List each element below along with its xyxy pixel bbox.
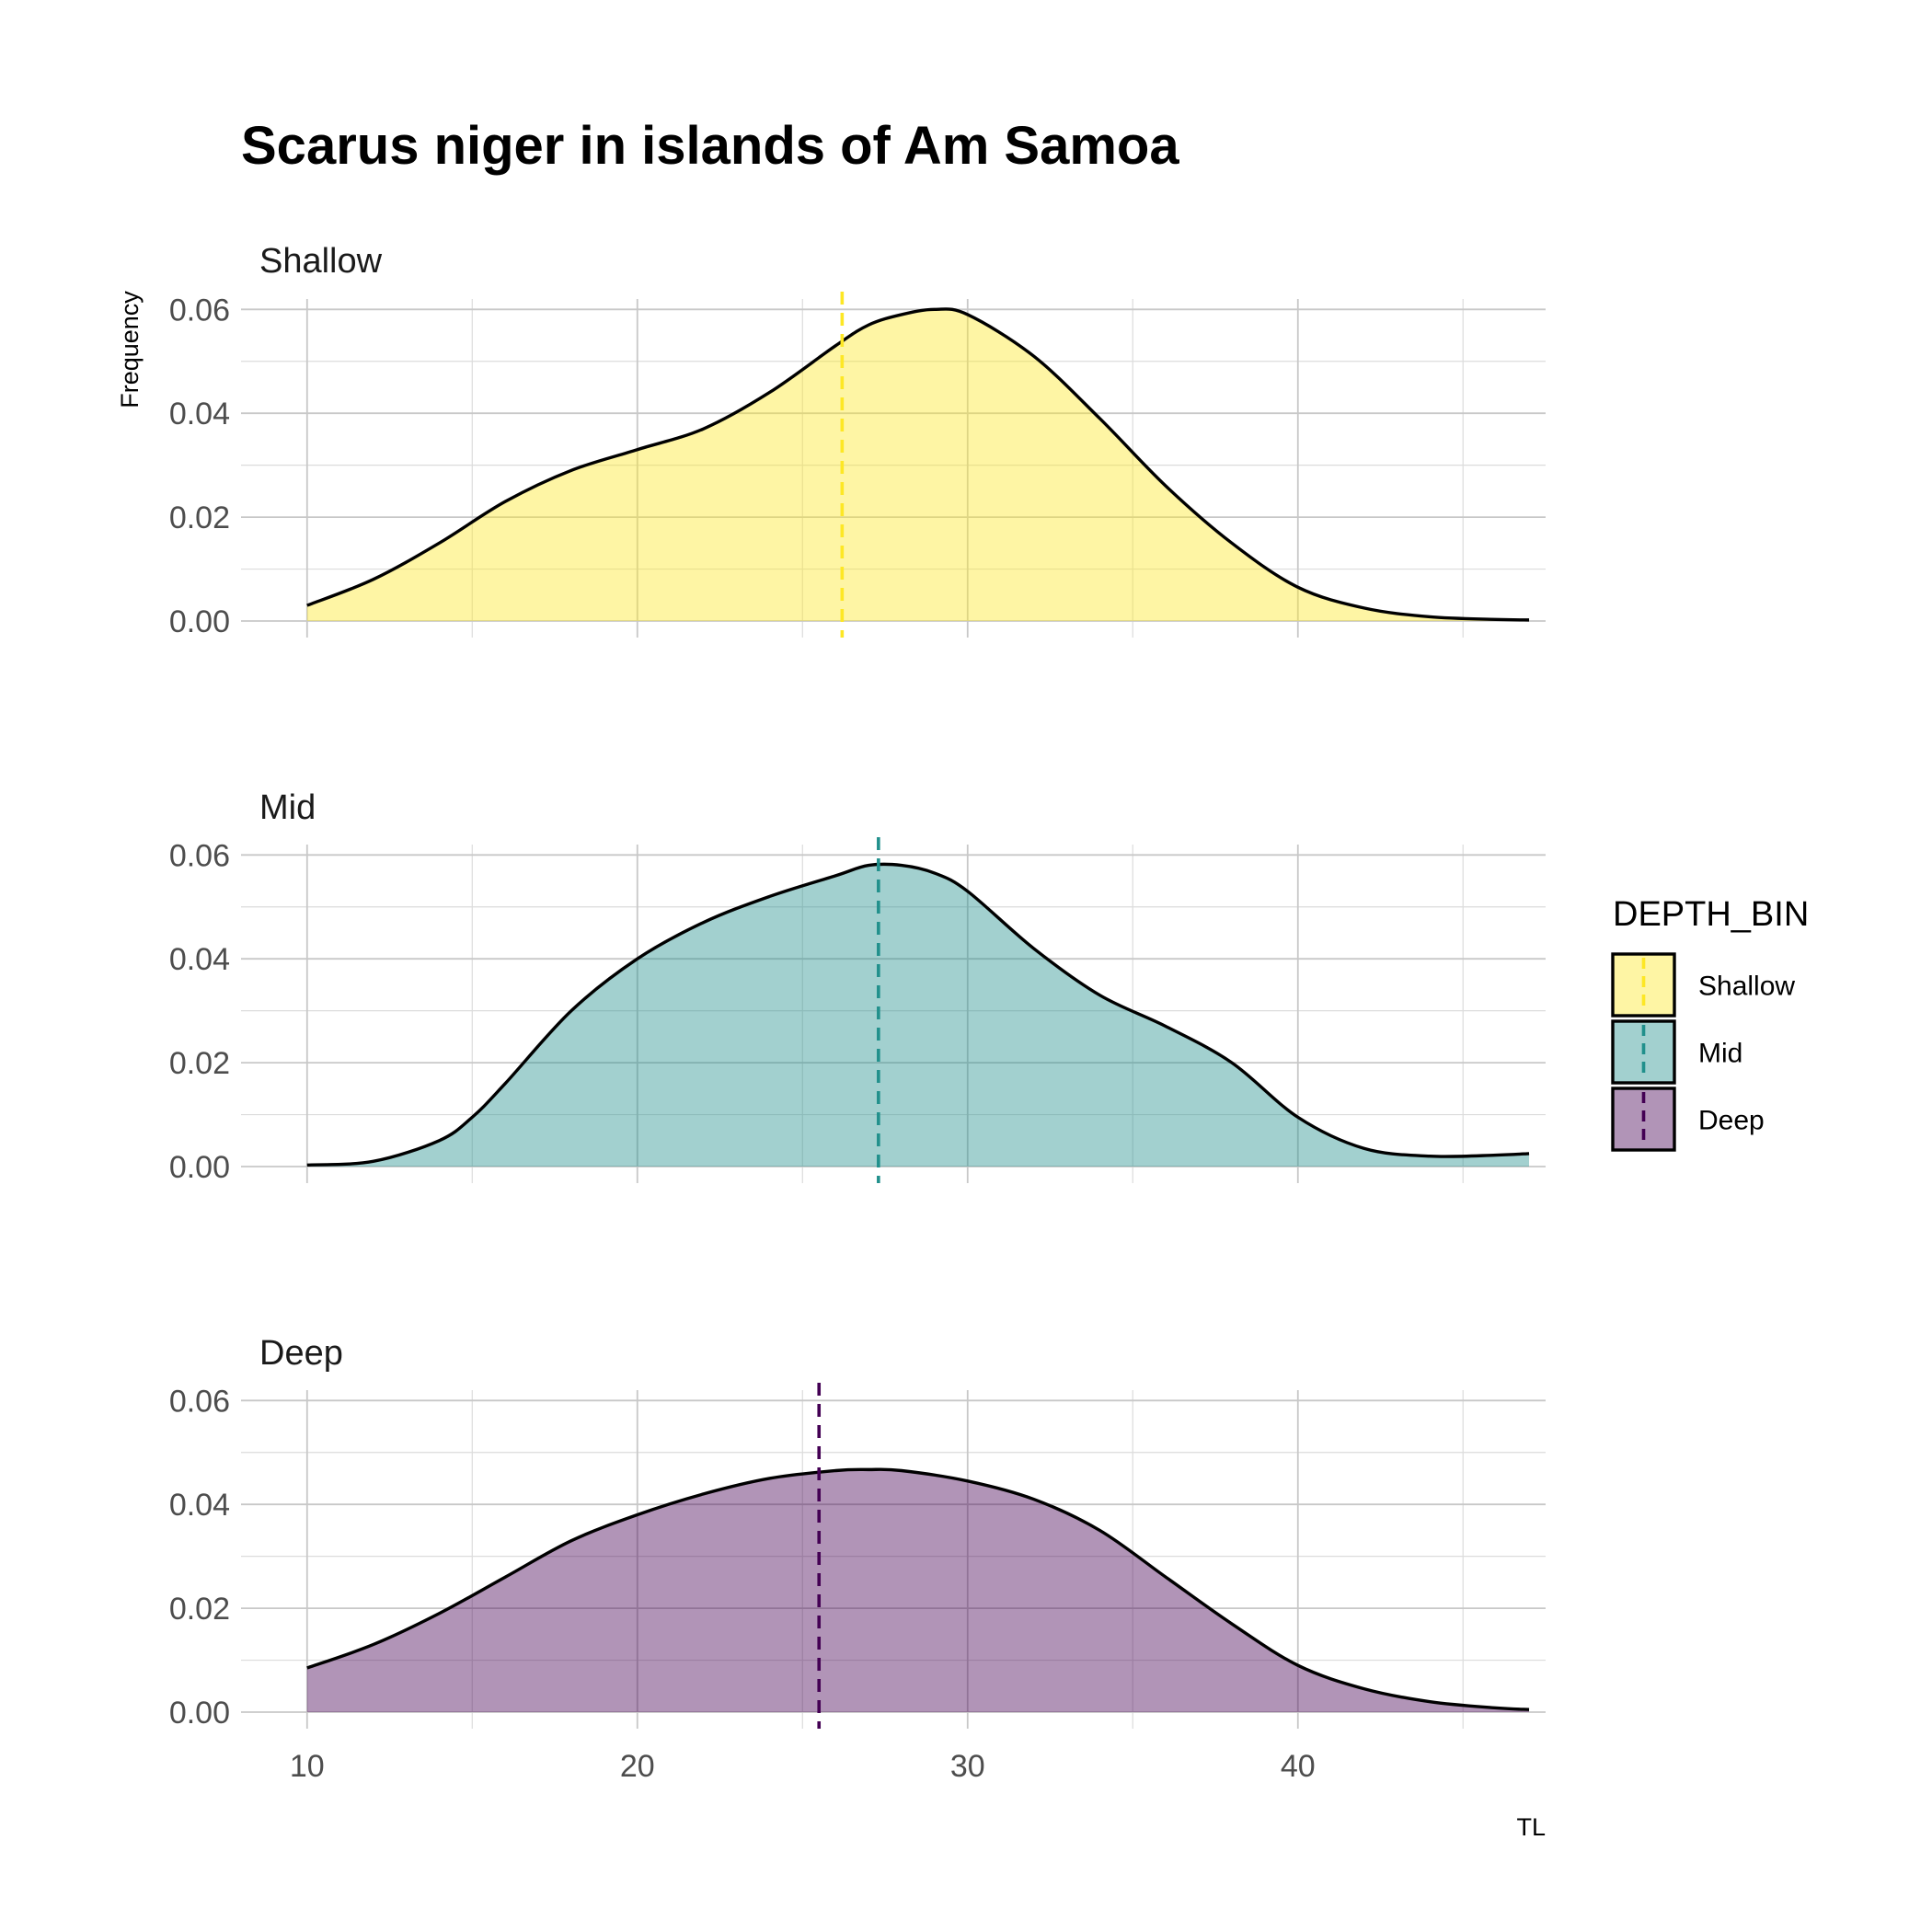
density-line-shallow (306, 307, 1530, 622)
density-line-mid (306, 862, 1530, 1167)
legend-label-mid: Mid (1698, 1039, 1742, 1069)
y-tick-label: 0.06 (169, 293, 230, 328)
x-tick-label: 20 (620, 1749, 655, 1784)
facet-shallow: Shallow 0.00 0.02 0.04 0.06 (169, 242, 1546, 639)
y-tick-label: 0.04 (169, 1488, 230, 1523)
y-axis-title: Frequency (116, 291, 144, 408)
density-area-shallow (306, 308, 1530, 621)
legend-title: DEPTH_BIN (1613, 895, 1809, 934)
density-area-mid (306, 864, 1530, 1167)
facet-label-mid: Mid (259, 788, 316, 827)
legend-item-mid: Mid (1611, 1019, 1742, 1085)
density-line-deep (306, 1467, 1530, 1711)
facet-label-shallow: Shallow (259, 242, 383, 281)
legend-label-deep: Deep (1698, 1106, 1765, 1136)
facet-panels: Shallow 0.00 0.02 0.04 0.06 Mid 0.00 0.02 0.04 0.… (169, 242, 1546, 1784)
y-tick-label: 0.00 (169, 1150, 230, 1185)
facet-label-deep: Deep (259, 1334, 343, 1373)
y-tick-label: 0.00 (169, 1696, 230, 1731)
density-area-deep (306, 1469, 1530, 1712)
y-tick-label: 0.04 (169, 942, 230, 977)
y-tick-label: 0.06 (169, 1384, 230, 1419)
x-tick-label: 40 (1281, 1749, 1316, 1784)
chart-title: Scarus niger in islands of Am Samoa (241, 116, 1179, 176)
legend-item-shallow: Shallow (1611, 952, 1795, 1018)
legend-item-deep: Deep (1611, 1087, 1765, 1152)
x-tick-label: 10 (290, 1749, 325, 1784)
y-tick-label: 0.02 (169, 1592, 230, 1627)
x-tick-label: 30 (950, 1749, 985, 1784)
x-axis-title: TL (1516, 1813, 1546, 1841)
legend-label-shallow: Shallow (1698, 972, 1795, 1002)
facet-deep: Deep 0.00 0.02 0.04 0.06 10 20 30 40 (169, 1334, 1546, 1784)
y-tick-label: 0.06 (169, 838, 230, 873)
y-tick-label: 0.00 (169, 604, 230, 639)
facet-mid: Mid 0.00 0.02 0.04 0.06 (169, 788, 1546, 1185)
y-tick-label: 0.02 (169, 1046, 230, 1081)
legend: DEPTH_BIN Shallow Mid Deep (1611, 895, 1809, 1152)
y-tick-label: 0.04 (169, 397, 230, 431)
y-tick-label: 0.02 (169, 500, 230, 535)
